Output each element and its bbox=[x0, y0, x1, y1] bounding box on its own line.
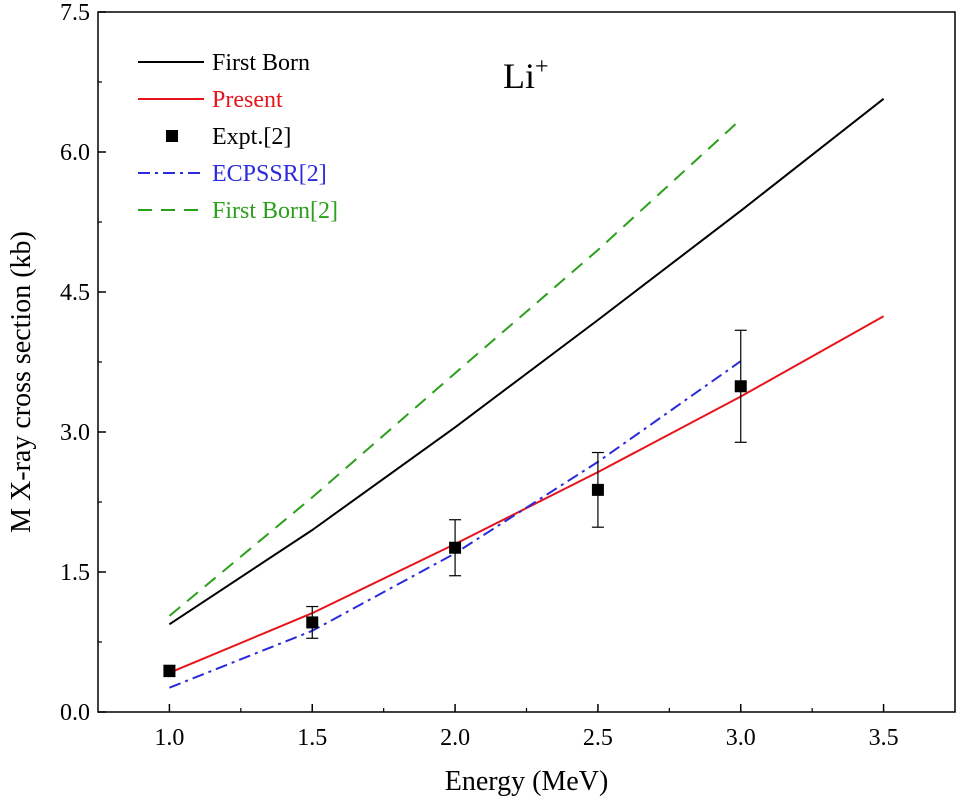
data-point-expt bbox=[306, 616, 319, 629]
series-layer bbox=[168, 98, 885, 689]
x-axis-title: Energy (MeV) bbox=[445, 766, 609, 797]
legend-label: Expt.[2] bbox=[212, 124, 291, 150]
data-point-expt bbox=[734, 380, 747, 393]
plot-frame bbox=[97, 11, 956, 713]
x-tick-label: 1.0 bbox=[154, 725, 184, 751]
legend-swatch bbox=[166, 130, 178, 142]
annotation-superscript: + bbox=[535, 54, 549, 80]
y-tick-label: 3.0 bbox=[60, 420, 90, 446]
x-tick-label: 2.0 bbox=[440, 725, 470, 751]
series-line-first-born-2 bbox=[168, 118, 742, 617]
y-tick-label: 0.0 bbox=[60, 700, 90, 726]
series-line-first-born bbox=[168, 98, 885, 626]
x-tick-label: 3.0 bbox=[726, 725, 756, 751]
x-tick-label: 3.5 bbox=[869, 725, 899, 751]
series-line-present bbox=[169, 315, 885, 674]
legend: First Born Present Expt.[2] ECPSSR[2] First … bbox=[138, 50, 338, 224]
y-tick-label: 1.5 bbox=[60, 560, 90, 586]
legend-label: First Born[2] bbox=[212, 198, 338, 224]
data-point-expt bbox=[591, 483, 604, 496]
legend-label: First Born bbox=[212, 50, 310, 76]
series-line-ecpssr-2 bbox=[169, 360, 742, 689]
y-axis-title: M X-ray cross section (kb) bbox=[6, 231, 37, 533]
chart-annotation: Li+ bbox=[503, 54, 549, 96]
legend-label: ECPSSR[2] bbox=[212, 161, 327, 187]
data-point-expt bbox=[449, 541, 462, 554]
x-tick-label: 2.5 bbox=[583, 725, 613, 751]
y-tick-label: 7.5 bbox=[60, 0, 90, 26]
marker-layer bbox=[163, 329, 747, 678]
annotation-base: Li bbox=[503, 56, 535, 96]
y-tick-label: 6.0 bbox=[60, 140, 90, 166]
y-tick-label: 4.5 bbox=[60, 280, 90, 306]
data-point-expt bbox=[163, 664, 176, 677]
tick-layer: 1.0 1.5 2.0 2.5 3.0 3.5 0.0 1.5 3.0 4.5 6.0 7.5 bbox=[60, 0, 899, 751]
x-tick-label: 1.5 bbox=[297, 725, 327, 751]
legend-label: Present bbox=[212, 87, 283, 113]
